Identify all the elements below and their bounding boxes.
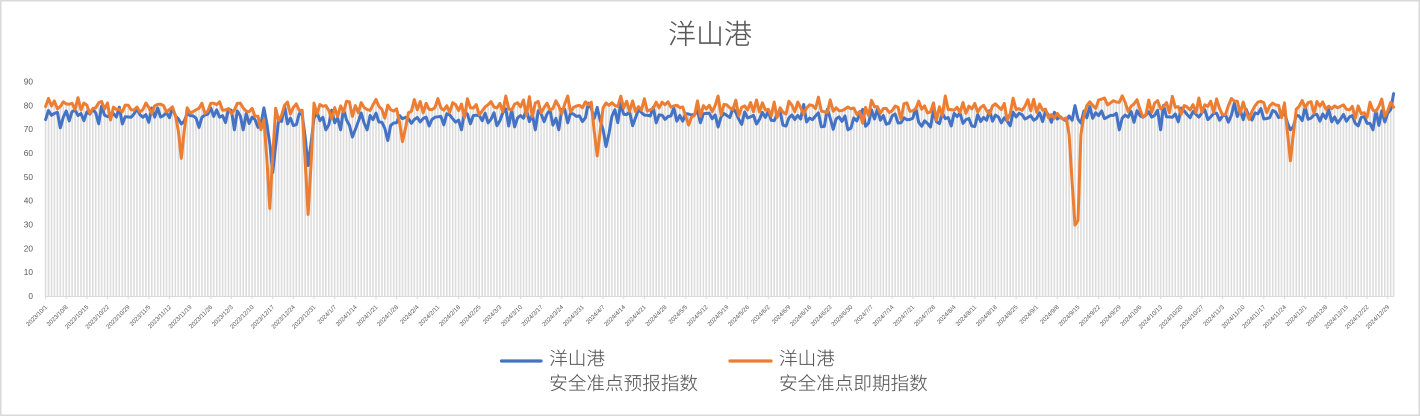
svg-text:10: 10 bbox=[24, 267, 34, 277]
svg-text:90: 90 bbox=[24, 77, 34, 87]
svg-text:20: 20 bbox=[24, 243, 34, 253]
svg-text:40: 40 bbox=[24, 196, 34, 206]
svg-text:50: 50 bbox=[24, 172, 34, 182]
svg-text:60: 60 bbox=[24, 148, 34, 158]
svg-text:70: 70 bbox=[24, 124, 34, 134]
svg-text:0: 0 bbox=[28, 291, 33, 301]
svg-text:80: 80 bbox=[24, 100, 34, 110]
svg-text:30: 30 bbox=[24, 220, 34, 230]
